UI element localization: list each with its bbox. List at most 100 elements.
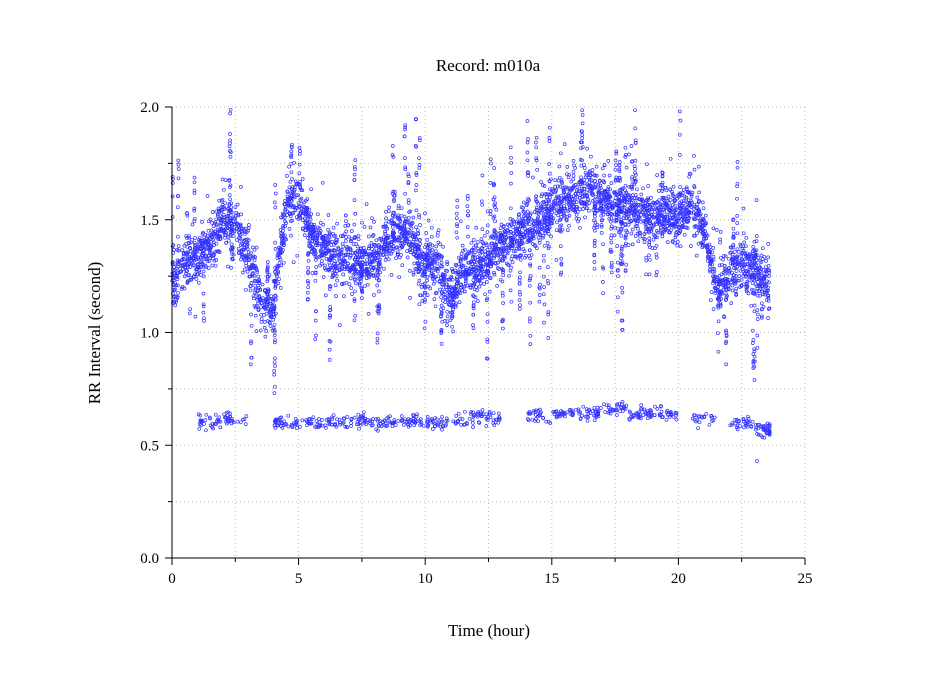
data-point <box>406 201 411 205</box>
data-point <box>306 236 310 240</box>
data-point <box>289 233 293 238</box>
data-point <box>243 237 247 242</box>
data-point <box>641 210 645 215</box>
data-point <box>306 251 311 255</box>
data-point <box>613 167 618 172</box>
data-point <box>576 192 580 196</box>
data-point <box>612 218 617 223</box>
data-point <box>265 279 270 284</box>
data-point <box>176 290 180 295</box>
data-point <box>328 258 332 262</box>
data-point <box>674 213 678 217</box>
data-point <box>253 286 258 291</box>
data-point <box>171 275 175 280</box>
data-point <box>462 284 467 289</box>
data-point <box>422 290 427 295</box>
data-point <box>731 273 736 277</box>
data-point <box>371 265 376 270</box>
data-point <box>537 228 542 232</box>
data-point <box>617 169 622 174</box>
data-point <box>480 246 484 251</box>
data-point <box>192 191 197 195</box>
data-point <box>386 257 391 262</box>
data-point <box>428 249 433 253</box>
data-point <box>586 208 591 213</box>
data-point <box>249 355 254 360</box>
data-point <box>589 178 594 183</box>
data-point <box>232 222 237 226</box>
data-point <box>384 209 388 214</box>
data-point <box>429 225 434 230</box>
data-point <box>654 220 659 225</box>
data-point <box>283 233 287 238</box>
data-point <box>212 252 216 257</box>
data-point <box>618 205 622 210</box>
data-point <box>542 320 546 325</box>
data-point <box>291 260 296 265</box>
data-point <box>454 294 459 298</box>
data-point <box>487 275 492 280</box>
data-point <box>201 291 206 296</box>
data-point <box>455 198 460 203</box>
data-point <box>580 140 584 145</box>
data-point <box>333 234 338 238</box>
data-point <box>176 262 180 267</box>
data-point <box>630 198 634 202</box>
data-point <box>321 244 326 249</box>
data-point <box>630 182 635 186</box>
data-point <box>754 198 759 202</box>
data-point <box>585 206 589 211</box>
data-point <box>265 268 270 272</box>
data-point <box>249 339 253 344</box>
data-point <box>623 199 627 204</box>
data-point <box>587 180 592 185</box>
data-point <box>402 134 407 139</box>
data-point <box>678 191 683 196</box>
data-point <box>235 221 239 226</box>
data-point <box>526 196 531 201</box>
data-point <box>752 303 757 308</box>
data-point <box>754 248 759 253</box>
data-point <box>514 240 519 245</box>
data-point <box>498 238 502 243</box>
data-point <box>439 328 444 333</box>
data-point <box>450 268 455 273</box>
data-point <box>660 195 665 200</box>
data-point <box>578 225 582 230</box>
data-point <box>209 245 213 250</box>
data-point <box>540 183 545 187</box>
data-point <box>766 242 770 246</box>
data-point <box>349 267 353 272</box>
data-point <box>383 236 388 241</box>
data-point <box>175 248 180 252</box>
data-point <box>399 206 404 211</box>
data-point <box>397 217 402 222</box>
data-point <box>289 170 294 175</box>
data-point <box>352 172 357 177</box>
data-point <box>251 254 256 259</box>
data-point <box>193 314 198 319</box>
data-point <box>414 225 418 230</box>
data-point <box>466 213 471 218</box>
data-point <box>403 165 408 170</box>
data-point <box>623 183 628 188</box>
data-point <box>331 225 336 230</box>
data-point <box>360 296 364 300</box>
data-point <box>573 209 578 214</box>
data-point <box>254 329 259 333</box>
data-point <box>545 265 550 269</box>
data-point <box>398 226 402 231</box>
data-point <box>710 262 715 267</box>
data-point <box>414 117 418 121</box>
data-point <box>648 257 652 262</box>
data-point <box>620 286 624 290</box>
data-point <box>288 179 293 184</box>
data-point <box>496 236 500 241</box>
data-point <box>620 260 625 265</box>
data-point <box>387 244 392 248</box>
data-point <box>591 199 595 203</box>
data-point <box>558 228 563 232</box>
data-point <box>398 241 403 246</box>
data-point <box>678 118 683 123</box>
data-point <box>745 414 750 419</box>
